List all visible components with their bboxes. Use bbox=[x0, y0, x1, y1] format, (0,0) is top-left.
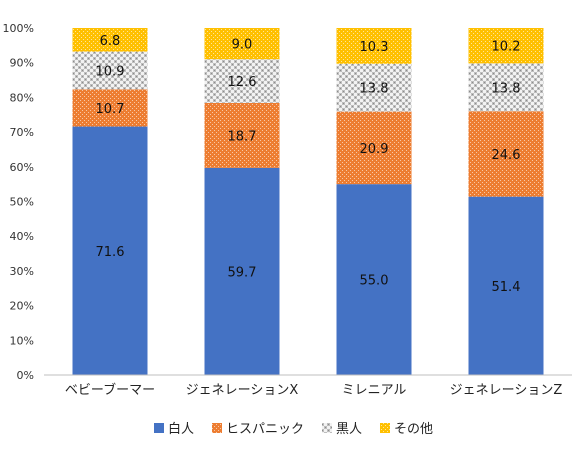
data-label: 10.7 bbox=[96, 102, 125, 117]
y-tick-label: 60% bbox=[10, 161, 34, 174]
bar-segment bbox=[336, 63, 412, 112]
bar-segment bbox=[72, 51, 148, 90]
legend-label: 黒人 bbox=[336, 422, 362, 437]
y-tick-label: 70% bbox=[10, 126, 34, 139]
y-tick-label: 50% bbox=[10, 196, 34, 209]
x-category-label: ベビーブーマー bbox=[65, 382, 155, 398]
data-label: 59.7 bbox=[228, 265, 257, 280]
legend-label: ヒスパニック bbox=[226, 422, 304, 437]
legend: 白人 ヒスパニック 黒人 その他 bbox=[154, 421, 433, 437]
data-label: 55.0 bbox=[360, 274, 389, 289]
bar-segment bbox=[336, 184, 412, 375]
bar-segment bbox=[336, 111, 412, 185]
y-tick-label: 80% bbox=[10, 91, 34, 104]
data-label: 24.6 bbox=[492, 148, 521, 163]
y-tick-label: 0% bbox=[17, 369, 34, 382]
bar-segment bbox=[468, 63, 544, 112]
x-axis: ベビーブーマー ジェネレーションX ミレニアル ジェネレーションZ bbox=[44, 374, 572, 398]
bar-segment bbox=[204, 28, 280, 60]
data-label: 10.9 bbox=[96, 65, 125, 80]
bar-segment bbox=[72, 126, 148, 375]
data-label: 20.9 bbox=[360, 142, 389, 157]
data-label: 10.2 bbox=[492, 40, 521, 55]
y-tick-label: 90% bbox=[10, 57, 34, 70]
y-tick-label: 20% bbox=[10, 300, 34, 313]
bar-segment bbox=[468, 28, 544, 64]
data-label: 71.6 bbox=[96, 245, 125, 260]
legend-swatch bbox=[322, 423, 332, 433]
data-label: 51.4 bbox=[492, 280, 521, 295]
y-tick-label: 30% bbox=[10, 265, 34, 278]
bar-segment bbox=[336, 28, 412, 64]
legend-swatch bbox=[154, 423, 164, 433]
bar-segment bbox=[204, 59, 280, 103]
legend-label: その他 bbox=[394, 422, 433, 437]
bar-segment bbox=[468, 196, 544, 375]
data-label: 10.3 bbox=[360, 40, 389, 55]
data-label: 6.8 bbox=[100, 34, 121, 49]
y-tick-label: 40% bbox=[10, 230, 34, 243]
bar-segment bbox=[204, 167, 280, 375]
data-label: 13.8 bbox=[492, 81, 521, 96]
x-category-label: ミレニアル bbox=[342, 383, 407, 398]
data-label: 12.6 bbox=[228, 75, 257, 90]
data-label: 9.0 bbox=[232, 38, 253, 53]
data-label: 18.7 bbox=[228, 129, 257, 144]
x-category-label: ジェネレーションZ bbox=[450, 383, 563, 398]
legend-swatch bbox=[380, 423, 390, 433]
bars-group: 71.6 10.7 10.9 6.8 59.7 18.7 12.6 9.0 55.0 20.9 13… bbox=[72, 28, 544, 375]
data-label: 13.8 bbox=[360, 82, 389, 97]
legend-swatch bbox=[212, 423, 222, 433]
y-axis: 0% 10% 20% 30% 40% 50% 60% 70% 80% 90% 100% bbox=[3, 22, 34, 382]
bar-segment bbox=[72, 89, 148, 127]
legend-label: 白人 bbox=[168, 421, 194, 437]
x-category-label: ジェネレーションX bbox=[186, 383, 299, 398]
bar-segment bbox=[468, 111, 544, 197]
bar-segment bbox=[204, 102, 280, 168]
bar-segment bbox=[72, 28, 148, 52]
y-tick-label: 10% bbox=[10, 334, 34, 347]
y-tick-label: 100% bbox=[3, 22, 34, 35]
